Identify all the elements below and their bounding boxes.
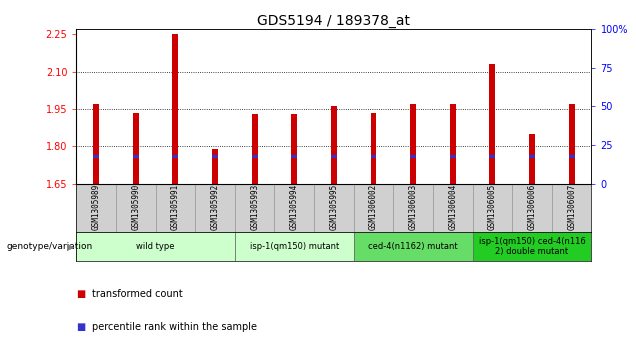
Bar	[529, 134, 535, 184]
Text: ■: ■	[76, 322, 86, 332]
Bar	[331, 106, 337, 184]
Bar	[252, 114, 258, 184]
Text: GSM1305993: GSM1305993	[250, 184, 259, 230]
Text: GSM1306006: GSM1306006	[527, 184, 537, 230]
Text: GSM1305989: GSM1305989	[92, 184, 100, 230]
Bar	[354, 184, 393, 232]
Text: ▶: ▶	[67, 242, 74, 252]
Bar	[235, 184, 275, 232]
Bar	[235, 232, 354, 261]
Title: GDS5194 / 189378_at: GDS5194 / 189378_at	[258, 14, 410, 28]
Text: GSM1306007: GSM1306007	[567, 184, 576, 230]
Bar	[433, 184, 473, 232]
Bar	[93, 104, 99, 184]
Text: GSM1305994: GSM1305994	[290, 184, 299, 230]
Bar	[314, 184, 354, 232]
Bar	[156, 184, 195, 232]
Bar	[252, 155, 258, 158]
Text: transformed count: transformed count	[92, 289, 183, 299]
Bar	[490, 64, 495, 184]
Text: ■: ■	[76, 289, 86, 299]
Text: isp-1(qm150) ced-4(n116
2) double mutant: isp-1(qm150) ced-4(n116 2) double mutant	[479, 237, 585, 256]
Bar	[172, 155, 178, 158]
Bar	[93, 155, 99, 158]
Text: percentile rank within the sample: percentile rank within the sample	[92, 322, 257, 332]
Bar	[133, 155, 139, 158]
Bar	[552, 184, 591, 232]
Bar	[450, 155, 456, 158]
Bar	[512, 184, 552, 232]
Text: isp-1(qm150) mutant: isp-1(qm150) mutant	[250, 242, 339, 251]
Bar	[473, 232, 591, 261]
Bar	[133, 113, 139, 184]
Text: ced-4(n1162) mutant: ced-4(n1162) mutant	[368, 242, 458, 251]
Text: wild type: wild type	[136, 242, 175, 251]
Bar	[291, 114, 297, 184]
Bar	[172, 34, 178, 184]
Text: genotype/variation: genotype/variation	[6, 242, 93, 251]
Bar	[393, 184, 433, 232]
Text: GSM1306004: GSM1306004	[448, 184, 457, 230]
Bar	[371, 113, 377, 184]
Bar	[76, 184, 116, 232]
Text: GSM1305995: GSM1305995	[329, 184, 338, 230]
Bar	[195, 184, 235, 232]
Text: GSM1305990: GSM1305990	[131, 184, 141, 230]
Bar	[490, 155, 495, 158]
Bar	[569, 104, 575, 184]
Bar	[76, 232, 235, 261]
Bar	[529, 155, 535, 158]
Text: GSM1306003: GSM1306003	[409, 184, 418, 230]
Bar	[275, 184, 314, 232]
Bar	[410, 104, 416, 184]
Bar	[410, 155, 416, 158]
Text: GSM1305991: GSM1305991	[171, 184, 180, 230]
Text: GSM1305992: GSM1305992	[211, 184, 219, 230]
Bar	[291, 155, 297, 158]
Bar	[371, 155, 377, 158]
Bar	[354, 232, 473, 261]
Bar	[569, 155, 575, 158]
Bar	[212, 149, 218, 184]
Bar	[331, 155, 337, 158]
Bar	[116, 184, 156, 232]
Bar	[212, 155, 218, 158]
Bar	[473, 184, 512, 232]
Text: GSM1306002: GSM1306002	[369, 184, 378, 230]
Bar	[450, 104, 456, 184]
Text: GSM1306005: GSM1306005	[488, 184, 497, 230]
